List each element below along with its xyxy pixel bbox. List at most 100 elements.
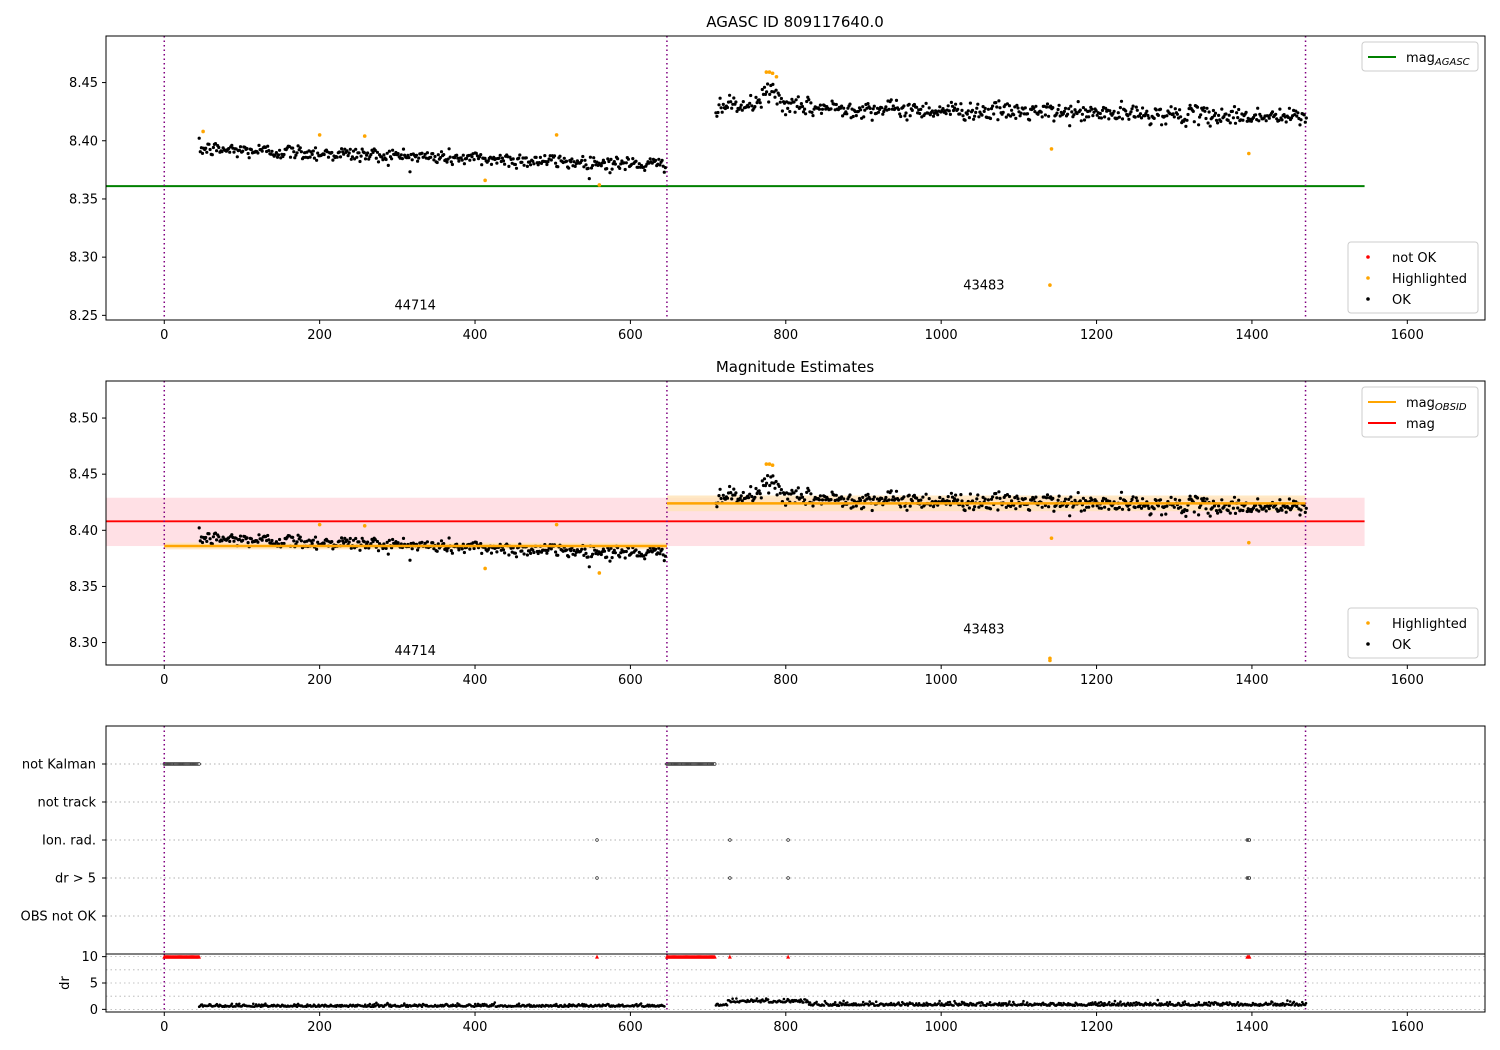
ok-point [768, 92, 772, 96]
ok-point [915, 105, 919, 109]
dr-point [874, 1000, 878, 1003]
ok-point [1203, 109, 1207, 113]
ok-point [1257, 119, 1261, 123]
ok-point [474, 540, 478, 545]
ok-point [1173, 107, 1177, 111]
ok-point [859, 108, 863, 112]
ok-point [859, 498, 863, 502]
dr-point [1059, 1002, 1063, 1005]
ok-point [947, 109, 951, 113]
ok-point [1063, 497, 1068, 501]
agasc-legend-label: not OK [1392, 251, 1437, 266]
ok-point [749, 93, 753, 98]
dr-point [516, 1004, 520, 1008]
dr-xtick-label: 600 [618, 1020, 643, 1035]
ok-point [1214, 509, 1219, 513]
ok-point [1001, 110, 1005, 114]
ok-point [1204, 116, 1208, 121]
ok-point [775, 493, 779, 497]
ok-point [1051, 106, 1055, 110]
ok-point [1231, 506, 1235, 510]
mag-xtick-label: 400 [463, 673, 488, 688]
ok-point [927, 497, 931, 501]
ok-point [260, 149, 264, 153]
ok-point [1278, 498, 1282, 502]
ok-point [420, 151, 424, 155]
ok-point [238, 534, 243, 538]
ok-point [1040, 115, 1044, 119]
ok-point [215, 149, 219, 153]
ok-point [1126, 114, 1130, 118]
ok-point [861, 495, 865, 499]
ok-point [807, 98, 811, 102]
ok-point [779, 488, 784, 492]
highlighted-point [1247, 151, 1251, 156]
ok-point [882, 109, 886, 114]
dr-point [861, 1000, 865, 1004]
dr-point [981, 1001, 984, 1005]
ok-point [462, 162, 466, 166]
ok-point [387, 538, 391, 543]
ok-point [810, 110, 814, 114]
ok-point [407, 156, 411, 160]
ok-point [1213, 111, 1218, 115]
ok-point [767, 491, 771, 495]
ok-point [588, 155, 593, 159]
agasc-xtick-label: 1600 [1391, 328, 1424, 343]
dr-point [808, 1001, 812, 1004]
ok-point [903, 114, 907, 118]
mag-xtick-label: 200 [307, 673, 332, 688]
dr-point [999, 1004, 1003, 1007]
ok-point [267, 149, 271, 153]
ok-point [342, 541, 346, 545]
ok-point [335, 155, 339, 159]
agasc-legend [1361, 41, 1479, 72]
ok-point [363, 157, 368, 161]
flag-category-label: OBS not OK [21, 910, 97, 925]
ok-point [1120, 117, 1125, 121]
ok-point [211, 145, 215, 150]
dr-clipped-marker [197, 954, 202, 959]
ok-point [927, 106, 931, 110]
ok-point [205, 539, 209, 544]
ok-point [729, 100, 733, 104]
agasc-legend-label: Highlighted [1392, 272, 1467, 287]
ok-point [291, 146, 295, 150]
ok-point [1179, 115, 1183, 119]
ok-point [921, 495, 925, 499]
ok-point [1119, 99, 1124, 103]
ok-point [1230, 109, 1234, 113]
ok-point [721, 493, 725, 497]
ok-point [803, 498, 807, 502]
ok-point [1256, 106, 1260, 110]
ok-point [1146, 113, 1150, 118]
ok-point [994, 491, 998, 496]
ok-point [728, 93, 732, 97]
ok-point [1056, 107, 1060, 112]
flag-category-label: Ion. rad. [42, 834, 96, 849]
ok-point [1267, 507, 1271, 511]
ok-point [1018, 114, 1022, 118]
ok-point [612, 160, 616, 164]
ok-point [1304, 116, 1308, 120]
ok-point [1210, 115, 1214, 120]
ok-point [1118, 106, 1122, 110]
highlighted-point [774, 74, 779, 79]
ok-point [204, 535, 208, 540]
dr-point [937, 1002, 940, 1005]
ok-point [1160, 513, 1164, 517]
ok-point [754, 95, 758, 99]
dr-clipped-marker [1247, 954, 1252, 959]
ok-point [1066, 112, 1070, 116]
ok-point [868, 497, 872, 501]
ok-point [449, 160, 453, 164]
ok-point [1303, 510, 1307, 514]
ok-point [610, 556, 614, 560]
ok-point [391, 148, 395, 152]
ok-point [778, 491, 782, 495]
ok-point [758, 492, 762, 496]
ok-point [748, 492, 752, 496]
ok-point [1165, 114, 1169, 118]
ok-point [961, 114, 965, 118]
ok-point [902, 495, 906, 499]
